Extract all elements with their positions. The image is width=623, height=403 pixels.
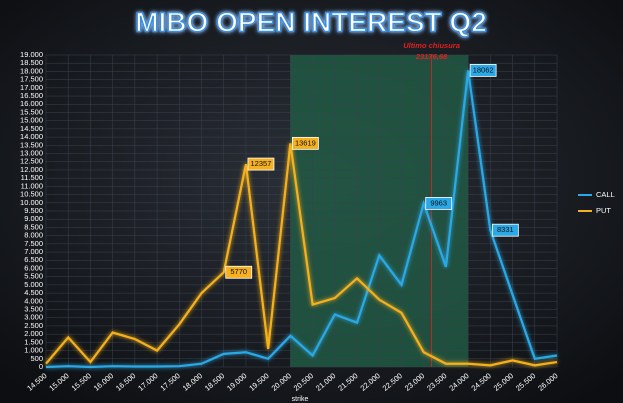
annotation-value: 23176,68 bbox=[415, 52, 448, 61]
data-label-box bbox=[425, 196, 453, 210]
data-label-box bbox=[225, 265, 253, 279]
y-tick-label: 17.000 bbox=[20, 83, 43, 92]
y-tick-label: 11.500 bbox=[21, 173, 43, 182]
y-tick-label: 16.000 bbox=[20, 99, 43, 108]
y-tick-label: 18.000 bbox=[20, 66, 43, 75]
y-tick-label: 13.000 bbox=[20, 149, 43, 158]
data-label: 12357 bbox=[251, 159, 272, 168]
y-tick-label: 3.000 bbox=[24, 313, 43, 322]
data-label: 13619 bbox=[295, 138, 316, 147]
y-tick-label: 500 bbox=[30, 354, 43, 363]
series-line bbox=[45, 143, 558, 367]
y-tick-label: 0 bbox=[39, 362, 43, 371]
data-label: 5770 bbox=[230, 267, 247, 276]
y-tick-label: 9.000 bbox=[24, 214, 43, 223]
y-tick-label: 9.500 bbox=[24, 206, 43, 215]
y-tick-label: 19.000 bbox=[20, 50, 43, 59]
y-tick-label: 2.500 bbox=[24, 321, 43, 330]
y-tick-label: 6.000 bbox=[24, 263, 43, 272]
y-tick-label: 7.500 bbox=[24, 239, 43, 248]
y-tick-label: 8.500 bbox=[24, 222, 43, 231]
data-label-box bbox=[469, 64, 497, 77]
y-tick-label: 11.000 bbox=[21, 181, 43, 190]
y-tick-label: 1.500 bbox=[24, 337, 43, 346]
data-label: 9963 bbox=[430, 198, 447, 207]
y-tick-label: 4.500 bbox=[24, 288, 43, 297]
y-tick-label: 6.500 bbox=[24, 255, 43, 264]
y-tick-label: 2.000 bbox=[24, 329, 43, 338]
chart-title: MIBO OPEN INTEREST Q2 bbox=[135, 6, 487, 37]
y-tick-label: 17.500 bbox=[20, 75, 43, 84]
y-tick-label: 14.500 bbox=[20, 124, 43, 133]
y-tick-label: 14.000 bbox=[20, 132, 43, 141]
y-tick-label: 5.000 bbox=[24, 280, 43, 289]
y-tick-label: 10.500 bbox=[20, 190, 43, 199]
y-tick-label: 15.500 bbox=[20, 107, 43, 116]
data-label: 8331 bbox=[497, 225, 514, 234]
y-tick-label: 18.500 bbox=[20, 58, 43, 67]
data-label-box bbox=[291, 136, 319, 150]
y-tick-label: 13.500 bbox=[20, 140, 43, 149]
y-tick-label: 3.500 bbox=[24, 305, 43, 314]
y-tick-label: 4.000 bbox=[24, 296, 43, 305]
y-tick-label: 1.000 bbox=[24, 346, 43, 355]
data-label-box bbox=[491, 223, 519, 237]
y-tick-label: 15.000 bbox=[20, 116, 43, 125]
legend-label: PUT bbox=[596, 206, 611, 215]
annotation-text: Ultimo chiusura bbox=[403, 41, 460, 50]
y-tick-label: 7.000 bbox=[24, 247, 43, 256]
data-label: 18062 bbox=[473, 65, 494, 74]
y-tick-label: 12.000 bbox=[20, 165, 43, 174]
x-axis-label: strike bbox=[292, 396, 309, 403]
y-tick-label: 12.500 bbox=[20, 157, 43, 166]
y-tick-label: 5.500 bbox=[24, 272, 43, 281]
y-tick-label: 8.000 bbox=[24, 231, 43, 240]
y-tick-label: 16.500 bbox=[20, 91, 43, 100]
data-label-box bbox=[247, 157, 275, 171]
legend-label: CALL bbox=[596, 190, 615, 199]
y-tick-label: 10.000 bbox=[20, 198, 43, 207]
series-line bbox=[45, 70, 558, 369]
